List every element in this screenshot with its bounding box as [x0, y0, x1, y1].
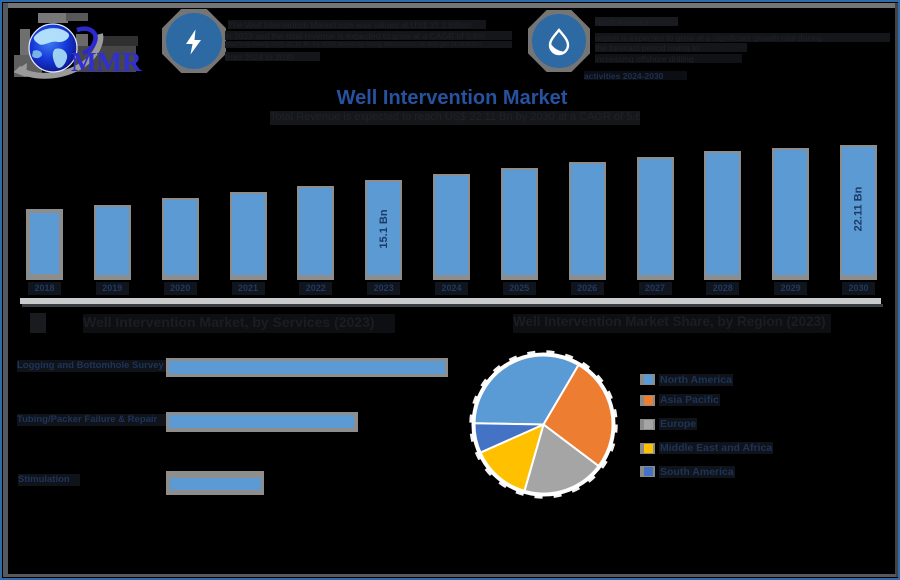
svg-text:MMR: MMR [71, 47, 142, 77]
